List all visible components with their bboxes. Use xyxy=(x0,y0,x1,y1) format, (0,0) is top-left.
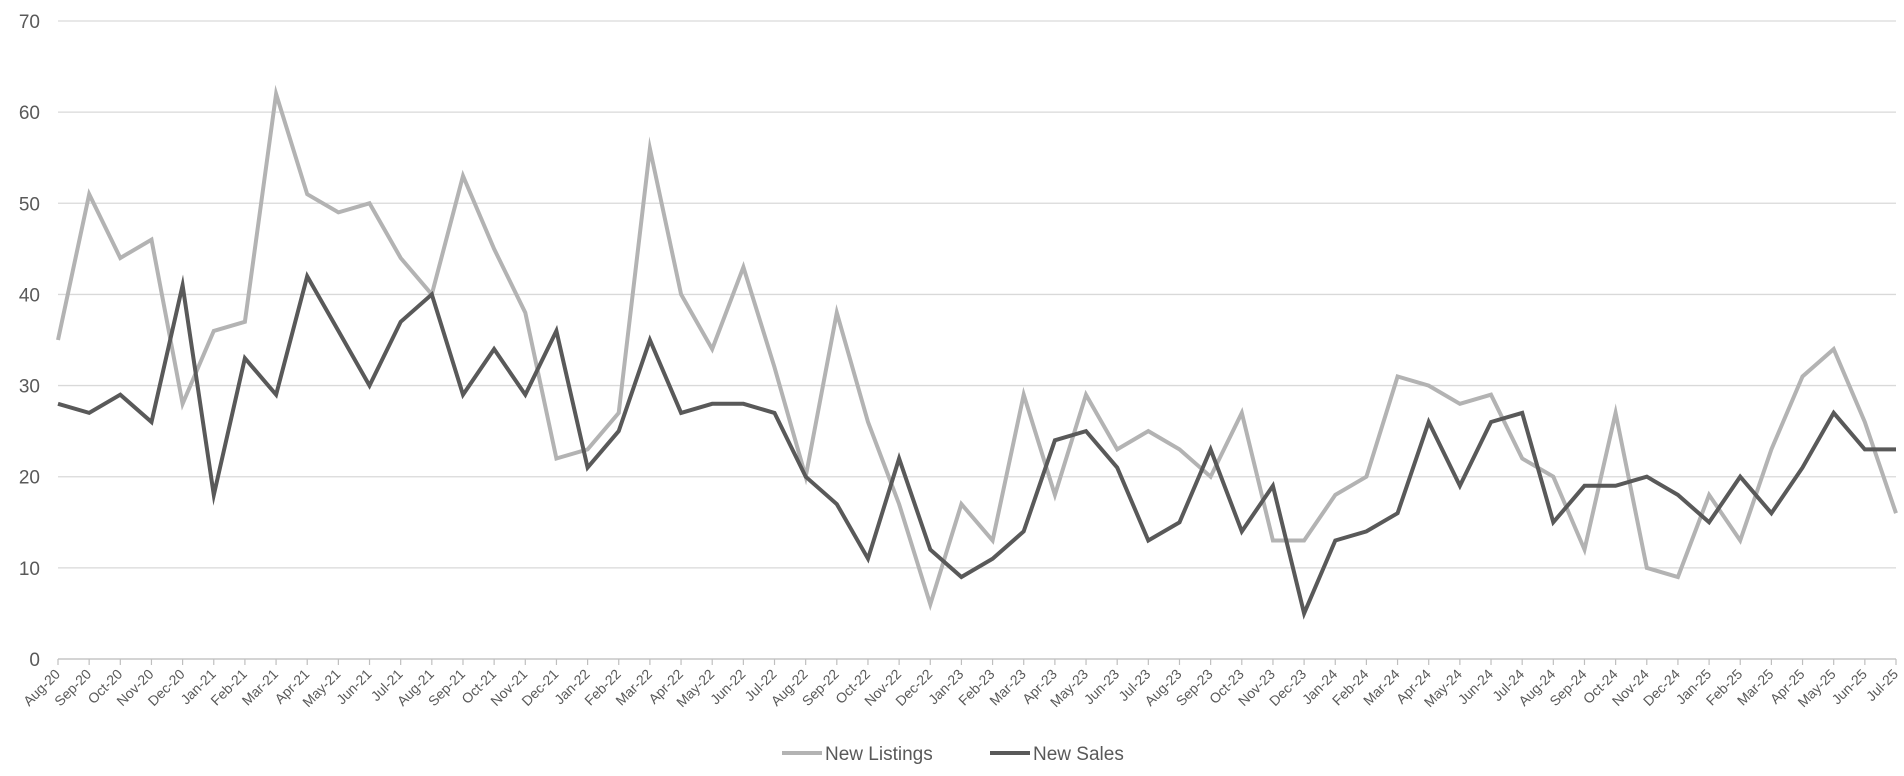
series-0 xyxy=(56,84,1898,612)
y-tick-label: 30 xyxy=(19,377,40,398)
x-tick-label: Jun-24 xyxy=(1455,666,1497,708)
gridlines xyxy=(58,20,1896,660)
legend: New Listings New Sales xyxy=(782,744,1124,765)
y-tick-label: 50 xyxy=(19,194,40,215)
legend-label: New Listings xyxy=(825,744,933,765)
y-tick-label: 10 xyxy=(19,559,40,580)
y-tick-label: 60 xyxy=(19,103,40,124)
y-tick-label: 40 xyxy=(19,285,40,306)
x-tick-label: Jun-25 xyxy=(1828,666,1870,708)
series-line xyxy=(56,84,1898,612)
series-1 xyxy=(57,270,1897,620)
y-tick-label: 20 xyxy=(19,468,40,489)
x-tick-label: Jul-25 xyxy=(1863,666,1901,704)
x-tick-label: Jun-22 xyxy=(707,666,749,708)
series-lines xyxy=(56,84,1898,620)
legend-item: New Sales xyxy=(990,744,1124,765)
y-tick-label: 70 xyxy=(19,12,40,33)
legend-label: New Sales xyxy=(1033,744,1124,765)
series-line xyxy=(57,270,1896,620)
x-tick-label: Jun-23 xyxy=(1081,666,1123,708)
x-axis: Aug-20Sep-20Oct-20Nov-20Dec-20Jan-21Feb-… xyxy=(20,658,1901,710)
y-axis: 0 10 20 30 40 50 60 70 xyxy=(19,12,40,671)
legend-item: New Listings xyxy=(782,744,933,765)
x-tick-label: Jun-21 xyxy=(333,666,375,708)
y-tick-label: 0 xyxy=(29,650,40,671)
